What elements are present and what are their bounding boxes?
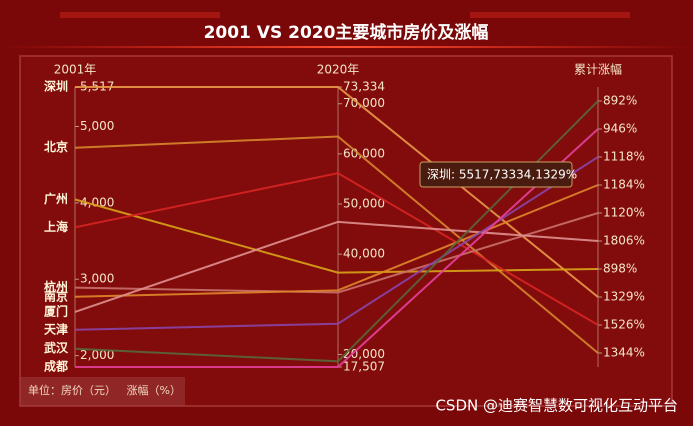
tick-label: 1118%	[603, 150, 645, 164]
tooltip-text: 深圳: 5517,73334,1329%	[427, 168, 577, 182]
tick-label: 17,507	[343, 360, 385, 374]
watermark: CSDN @迪赛智慧数可视化互动平台	[435, 397, 678, 415]
series-line	[74, 156, 599, 331]
header-deco	[470, 12, 630, 18]
tooltip: 深圳: 5517,73334,1329%	[419, 161, 577, 188]
tick-label: 1120%	[603, 206, 645, 220]
city-label: 深圳	[44, 79, 68, 94]
tick-label: 5,000	[80, 119, 114, 133]
city-label: 北京	[44, 139, 68, 154]
tick-label: 1184%	[603, 178, 645, 192]
header-line	[0, 46, 693, 48]
chart-title: 2001 VS 2020主要城市房价及涨幅	[204, 22, 489, 43]
tick-label: 4,000	[80, 195, 114, 209]
tick-label: 50,000	[343, 197, 385, 211]
tick-label: 20,000	[343, 347, 385, 361]
header-deco	[60, 12, 220, 18]
tick-label: 898%	[603, 262, 637, 276]
series-line	[74, 172, 599, 326]
unit-box	[20, 377, 185, 406]
series-line	[74, 198, 599, 274]
series-line	[74, 135, 599, 354]
city-label: 成都	[44, 359, 68, 374]
series-line	[74, 220, 599, 313]
series-line	[74, 100, 599, 363]
tick-label: 1344%	[603, 346, 645, 360]
city-label: 上海	[44, 219, 68, 234]
axis-title: 累计涨幅	[574, 62, 622, 77]
tick-label: 3,000	[80, 272, 114, 286]
axis-title: 2001年	[54, 63, 97, 77]
tick-label: 73,334	[343, 80, 385, 94]
series-line	[74, 184, 599, 298]
tick-label: 946%	[603, 122, 637, 136]
plot: 2001年5,5175,0004,0003,0002,0002020年73,33…	[44, 62, 645, 374]
series-line	[74, 212, 599, 294]
tick-label: 1329%	[603, 290, 645, 304]
panel	[19, 55, 673, 407]
city-label: 天津	[44, 321, 68, 336]
tick-label: 40,000	[343, 247, 385, 261]
city-label: 武汉	[44, 340, 69, 355]
series-line	[75, 128, 599, 368]
series-line	[75, 86, 599, 298]
unit-note: 单位：房价（元） 涨幅（%）	[28, 383, 181, 397]
city-label: 南京	[44, 288, 68, 303]
city-label: 杭州	[44, 279, 68, 294]
city-label: 厦门	[44, 303, 68, 318]
tick-label: 1806%	[603, 234, 645, 248]
tick-label: 2,000	[80, 348, 114, 362]
tick-label: 892%	[603, 94, 637, 108]
axis-title: 2020年	[317, 63, 360, 77]
city-label: 广州	[44, 191, 68, 206]
tick-label: 1526%	[603, 318, 645, 332]
tooltip-box	[419, 161, 573, 188]
